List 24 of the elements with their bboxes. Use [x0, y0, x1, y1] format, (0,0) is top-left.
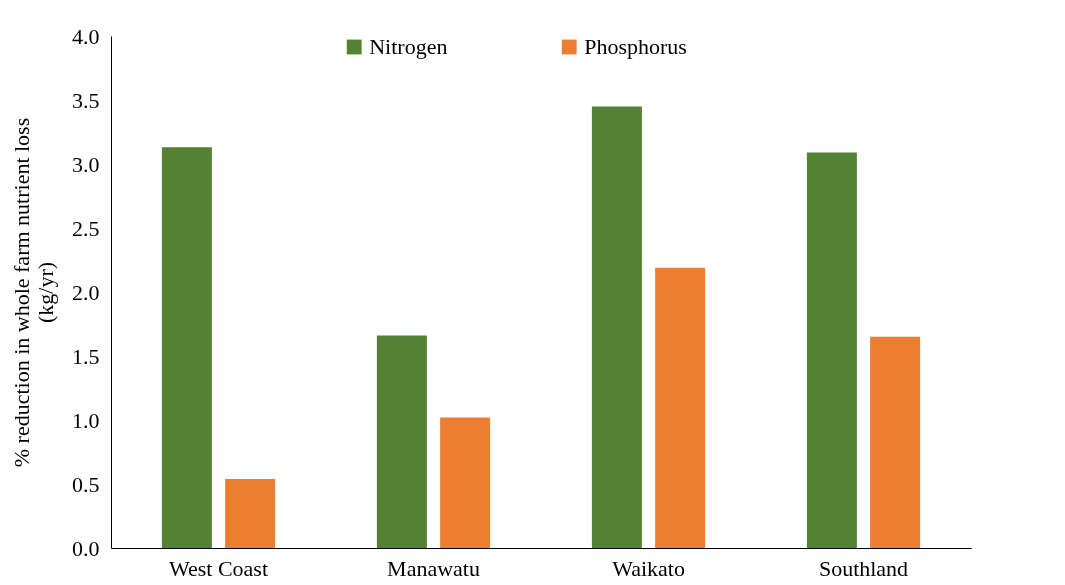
bar: [376, 335, 427, 548]
x-tick-label: Waikato: [612, 555, 685, 581]
bar: [870, 336, 921, 548]
y-axis-title: % reduction in whole farm nutrient loss (kg/yr): [9, 117, 58, 468]
y-tick-label: 1.0: [72, 407, 100, 433]
x-tick-label: Manawatu: [387, 555, 480, 581]
bar: [161, 147, 212, 548]
y-tick-label: 0.0: [72, 535, 100, 561]
y-tick-label: 1.5: [72, 343, 100, 369]
y-tick-label: 2.0: [72, 279, 100, 305]
bar: [591, 106, 642, 548]
x-tick-label: Southland: [818, 555, 909, 581]
bar: [440, 417, 491, 548]
bar: [655, 267, 706, 548]
y-tick-label: 2.5: [72, 215, 100, 241]
legend-label: Nitrogen: [369, 34, 448, 59]
legend-label: Phosphorus: [584, 34, 687, 59]
y-tick-label: 3.5: [72, 87, 100, 113]
bar: [225, 478, 276, 548]
x-tick-label: West Coast: [168, 555, 269, 581]
bar: [806, 152, 857, 548]
y-tick-label: 3.0: [72, 151, 100, 177]
y-tick-label: 4.0: [72, 23, 100, 49]
y-tick-label: 0.5: [72, 471, 100, 497]
